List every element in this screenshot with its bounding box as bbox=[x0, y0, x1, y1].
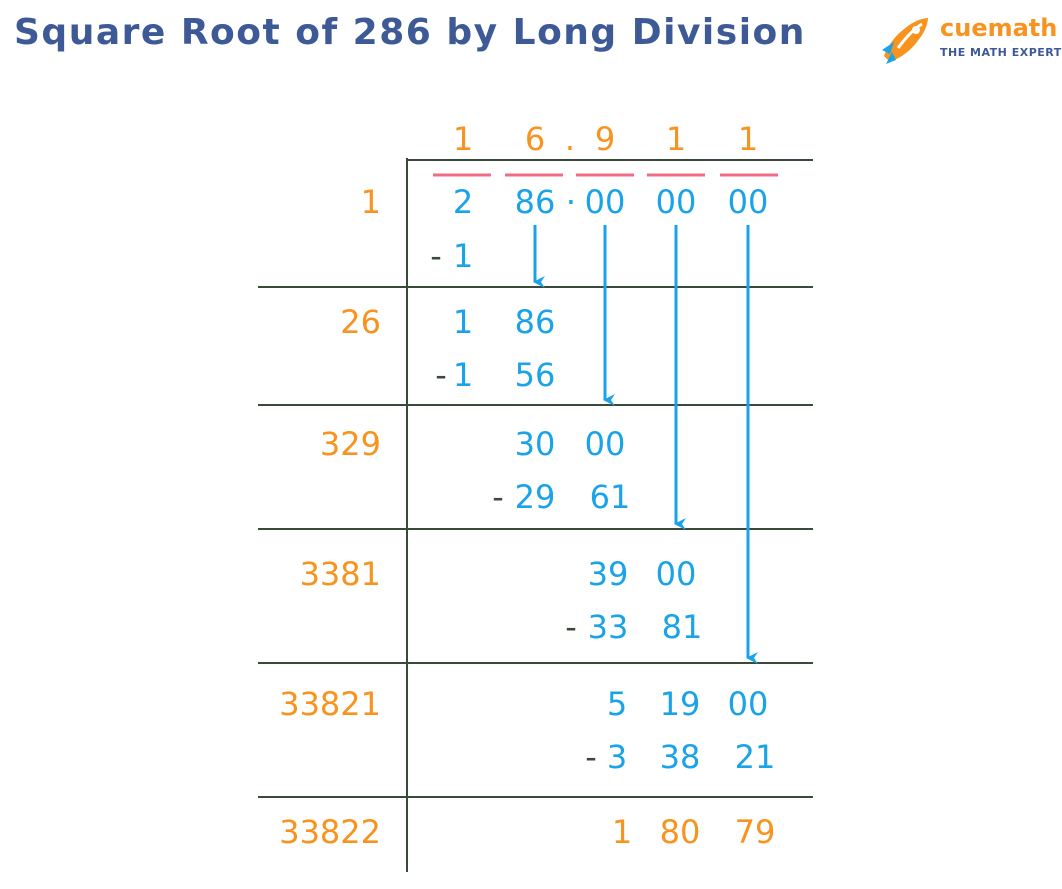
dividend-pair: 2 bbox=[453, 183, 473, 221]
remainder-value: 1 bbox=[453, 303, 473, 341]
quotient-digit: 9 bbox=[595, 120, 615, 158]
logo-tagline: THE MATH EXPERT bbox=[940, 46, 1062, 59]
subtract-value: 29 bbox=[515, 478, 556, 516]
quotient-digit: 1 bbox=[453, 120, 473, 158]
remainder-value: 00 bbox=[728, 685, 769, 723]
dividend-pair: 00 bbox=[728, 183, 769, 221]
dividend-pair: 00 bbox=[656, 183, 697, 221]
minus-sign: - bbox=[435, 356, 447, 394]
subtract-value: 61 bbox=[590, 478, 631, 516]
final-remainder: 80 bbox=[660, 813, 701, 851]
minus-sign: - bbox=[585, 738, 597, 776]
minus-sign: - bbox=[430, 237, 442, 275]
minus-sign: - bbox=[565, 608, 577, 646]
page-title: Square Root of 286 by Long Division bbox=[14, 12, 806, 53]
subtract-value: 81 bbox=[662, 608, 703, 646]
subtract-value: 21 bbox=[735, 738, 776, 776]
subtract-value: 3 bbox=[607, 738, 627, 776]
remainder-value: 5 bbox=[607, 685, 627, 723]
subtract-value: 38 bbox=[660, 738, 701, 776]
quotient-decimal-point: . bbox=[565, 120, 575, 158]
quotient-digit: 1 bbox=[666, 120, 686, 158]
divisor: 33821 bbox=[279, 685, 381, 723]
quotient-digit: 1 bbox=[738, 120, 758, 158]
final-remainder: 1 bbox=[612, 813, 632, 851]
remainder-value: 00 bbox=[656, 555, 697, 593]
minus-sign: - bbox=[492, 478, 504, 516]
remainder-value: 30 bbox=[515, 425, 556, 463]
subtract-value: 1 bbox=[453, 237, 473, 275]
logo: cuemath THE MATH EXPERT bbox=[878, 12, 1061, 68]
remainder-value: 00 bbox=[585, 425, 626, 463]
remainder-value: 86 bbox=[515, 303, 556, 341]
final-remainder: 79 bbox=[735, 813, 776, 851]
divisor: 1 bbox=[361, 183, 381, 221]
quotient-digit: 6 bbox=[525, 120, 545, 158]
dividend-decimal-point: · bbox=[566, 183, 576, 221]
subtract-value: 33 bbox=[588, 608, 629, 646]
subtract-value: 1 bbox=[453, 356, 473, 394]
remainder-value: 39 bbox=[588, 555, 629, 593]
logo-name: cuemath bbox=[940, 14, 1058, 42]
divisor: 329 bbox=[320, 425, 381, 463]
subtract-value: 56 bbox=[515, 356, 556, 394]
rocket-icon bbox=[882, 18, 928, 64]
remainder-value: 19 bbox=[660, 685, 701, 723]
dividend-pair: 86 bbox=[515, 183, 556, 221]
divisor: 26 bbox=[340, 303, 381, 341]
divisor: 3381 bbox=[300, 555, 381, 593]
dividend-pair: 00 bbox=[585, 183, 626, 221]
divisor: 33822 bbox=[279, 813, 381, 851]
